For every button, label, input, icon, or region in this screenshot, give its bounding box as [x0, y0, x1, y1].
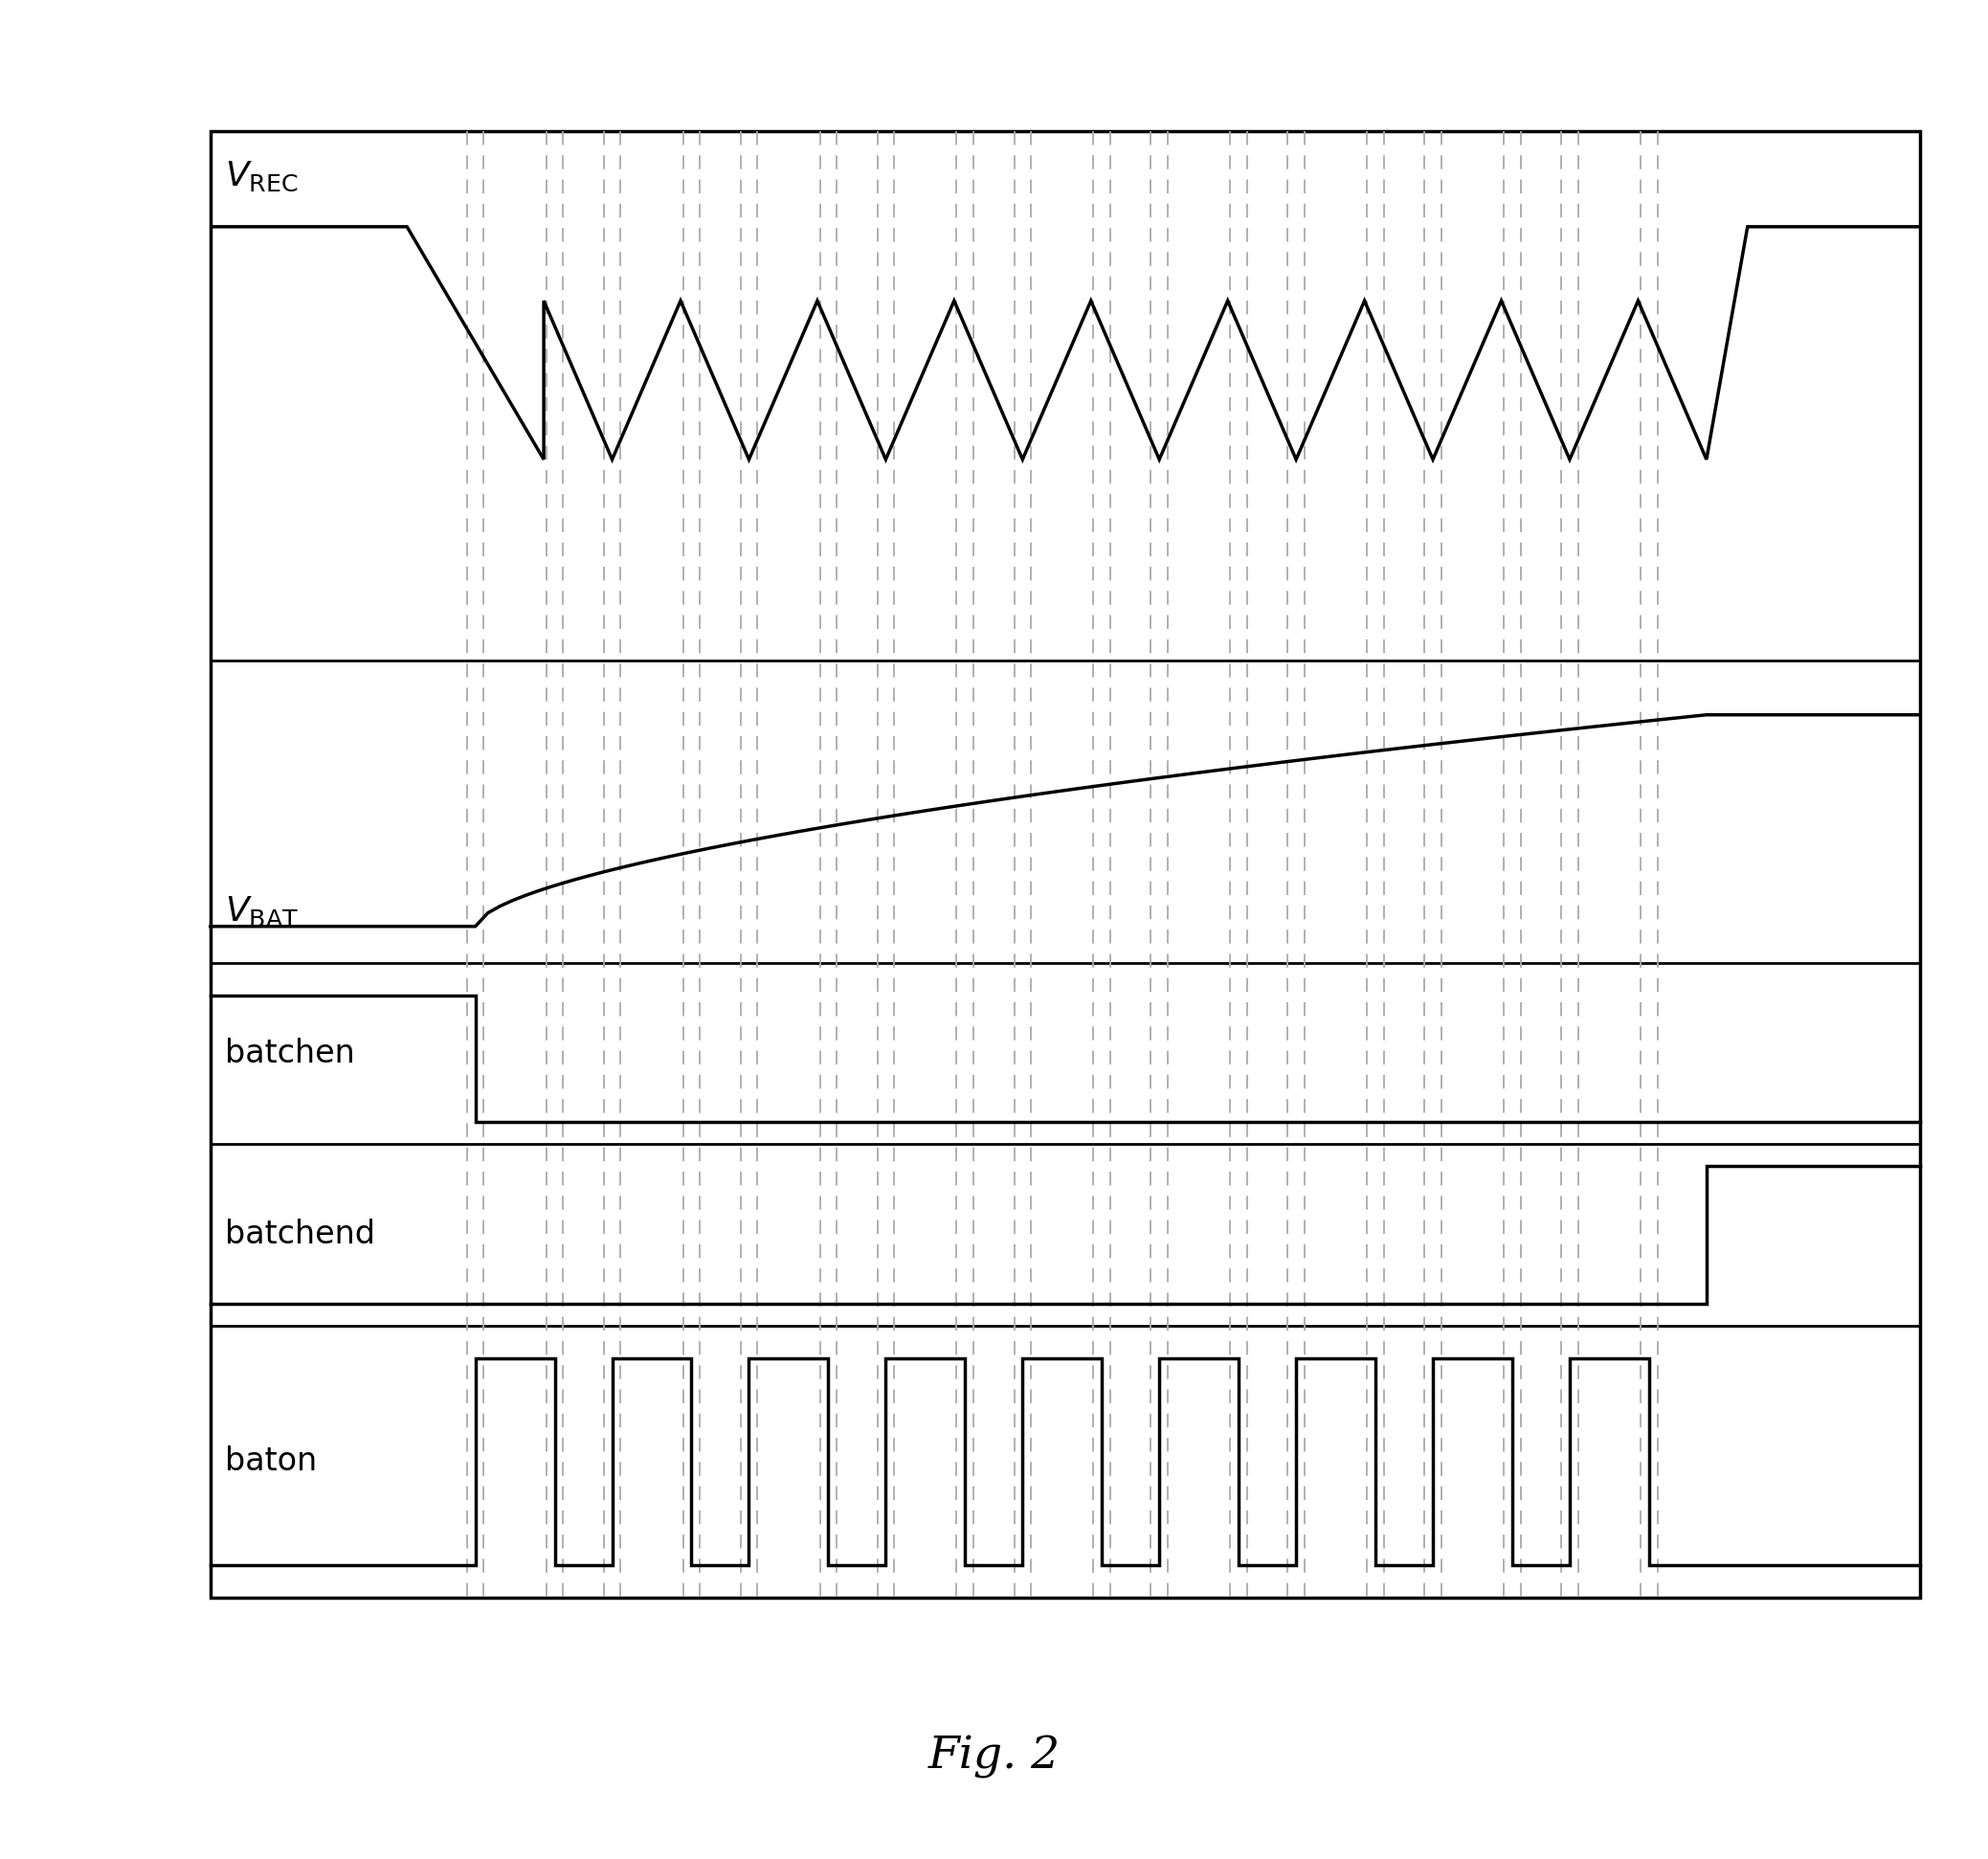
Text: batchend: batchend: [225, 1220, 376, 1251]
Text: Fig. 2: Fig. 2: [928, 1734, 1060, 1779]
Text: $V_{\rm BAT}$: $V_{\rm BAT}$: [225, 894, 298, 928]
Text: $V_{\rm REC}$: $V_{\rm REC}$: [225, 160, 298, 193]
Text: baton: baton: [225, 1446, 318, 1478]
Text: batchen: batchen: [225, 1037, 356, 1069]
